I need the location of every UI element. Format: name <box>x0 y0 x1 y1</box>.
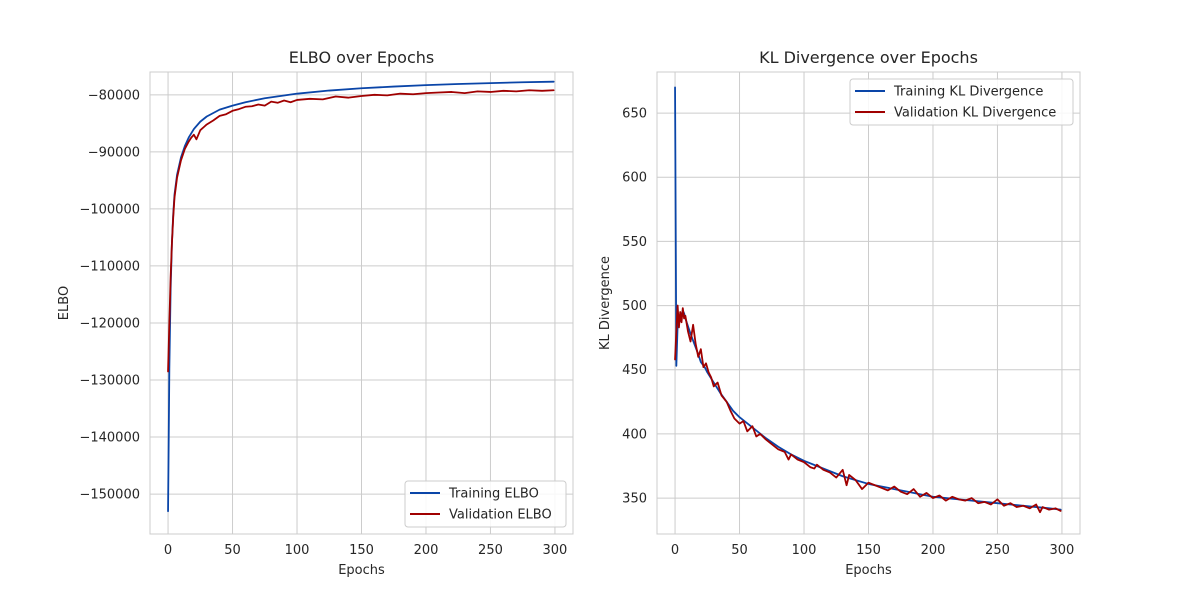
kl-x-axis-label: Epochs <box>845 563 892 578</box>
kl-x-tick-label: 300 <box>1050 543 1075 558</box>
elbo-y-tick-label: −120000 <box>79 316 140 331</box>
kl-legend: Training KL Divergence Validation KL Div… <box>849 78 1074 126</box>
kl-legend-label-validation: Validation KL Divergence <box>894 106 1056 121</box>
kl-legend-label-training: Training KL Divergence <box>893 85 1043 100</box>
elbo-y-ticks: −150000 −140000 −130000 −120000 −110000 −1000… <box>79 88 140 502</box>
kl-y-tick-label: 350 <box>622 492 647 507</box>
kl-y-tick-label: 650 <box>622 107 647 122</box>
elbo-legend: Training ELBO Validation ELBO <box>404 480 567 528</box>
elbo-legend-label-validation: Validation ELBO <box>449 508 552 523</box>
series-line-validation-elbo <box>167 89 555 373</box>
elbo-y-tick-label: −110000 <box>79 259 140 274</box>
elbo-y-tick-label: −130000 <box>79 374 140 389</box>
elbo-y-axis-label: ELBO <box>57 286 72 320</box>
elbo-x-tick-label: 150 <box>349 543 374 558</box>
elbo-chart-panel: 0 50 100 150 200 250 300 −150000 −140000 −130000… <box>57 48 574 578</box>
elbo-plot-frame <box>149 71 574 535</box>
elbo-x-tick-label: 300 <box>543 543 568 558</box>
elbo-x-ticks: 0 50 100 150 200 250 300 <box>164 543 567 558</box>
kl-x-tick-label: 250 <box>985 543 1010 558</box>
elbo-chart-title: ELBO over Epochs <box>289 48 435 67</box>
kl-x-tick-label: 0 <box>671 543 679 558</box>
kl-y-tick-label: 400 <box>622 427 647 442</box>
elbo-x-tick-label: 0 <box>164 543 172 558</box>
kl-y-tick-label: 450 <box>622 363 647 378</box>
kl-chart-panel: 0 50 100 150 200 250 300 350 400 450 500 550 600 650… <box>598 48 1081 578</box>
elbo-legend-box <box>404 480 567 528</box>
elbo-y-tick-label: −140000 <box>79 431 140 446</box>
kl-chart-title: KL Divergence over Epochs <box>759 48 978 67</box>
kl-series-group <box>674 86 1062 514</box>
kl-plot-frame <box>656 71 1081 535</box>
kl-y-tick-label: 500 <box>622 299 647 314</box>
elbo-y-tick-label: −80000 <box>88 88 140 103</box>
elbo-x-tick-label: 200 <box>414 543 439 558</box>
kl-legend-box <box>849 78 1074 126</box>
kl-x-ticks: 0 50 100 150 200 250 300 <box>671 543 1074 558</box>
kl-y-axis-label: KL Divergence <box>598 256 613 350</box>
elbo-y-tick-label: −90000 <box>88 145 140 160</box>
kl-y-tick-label: 600 <box>622 171 647 186</box>
elbo-series-group <box>167 80 555 513</box>
elbo-x-tick-label: 50 <box>224 543 241 558</box>
elbo-y-tick-label: −150000 <box>79 488 140 503</box>
kl-x-tick-label: 200 <box>921 543 946 558</box>
kl-grid <box>657 72 1080 534</box>
series-line-training-kl-divergence <box>674 86 1062 511</box>
elbo-y-tick-label: −100000 <box>79 202 140 217</box>
kl-x-tick-label: 150 <box>856 543 881 558</box>
kl-x-tick-label: 100 <box>792 543 817 558</box>
elbo-legend-label-training: Training ELBO <box>448 487 539 502</box>
elbo-grid <box>150 72 573 534</box>
kl-x-tick-label: 50 <box>731 543 748 558</box>
elbo-x-axis-label: Epochs <box>338 563 385 578</box>
elbo-x-tick-label: 100 <box>285 543 310 558</box>
kl-y-tick-label: 550 <box>622 235 647 250</box>
elbo-x-tick-label: 250 <box>478 543 503 558</box>
series-line-validation-kl-divergence <box>674 304 1062 514</box>
kl-y-ticks: 350 400 450 500 550 600 650 <box>622 107 647 507</box>
series-line-training-elbo <box>167 80 555 513</box>
